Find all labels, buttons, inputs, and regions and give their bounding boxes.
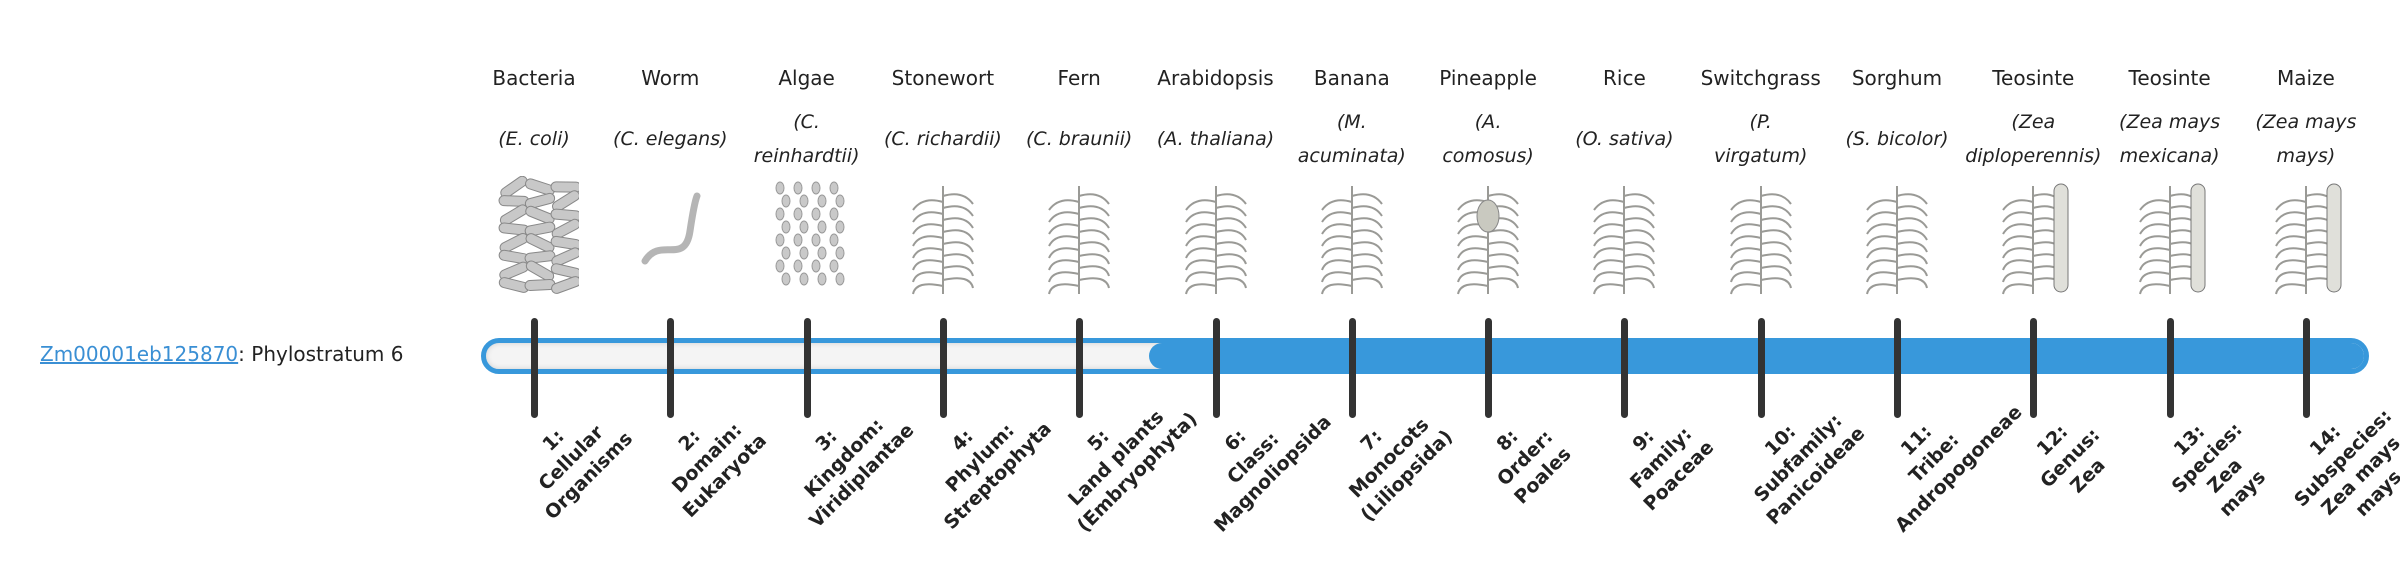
organism-name: Stonewort	[891, 66, 995, 90]
species-name: (E. coli)	[466, 104, 602, 174]
species-line: diploperennis)	[1965, 145, 2102, 167]
species-line: (Zea mays	[2119, 111, 2221, 133]
species-line: (Zea	[2011, 111, 2056, 133]
organism-name: Pineapple	[1439, 66, 1537, 90]
bacteria-illustration	[489, 175, 582, 296]
teosinte-illustration	[2125, 176, 2215, 296]
species-name: (A. comosus)	[1420, 104, 1556, 174]
organism-name: Algae	[778, 66, 835, 90]
species-line: (S. bicolor)	[1845, 128, 1949, 150]
stratum-label: 12: Genus: Zea	[1991, 379, 2150, 538]
stratum-label: 10: Subfamily: Panicoideae	[1719, 379, 1878, 538]
sorghum-illustration	[1852, 176, 1942, 296]
species-name: (Zea mays mays)	[2238, 104, 2374, 174]
organism-name: Switchgrass	[1700, 66, 1821, 90]
species-name: (Zea mays mexicana)	[2102, 104, 2238, 174]
organism-name: Maize	[2276, 66, 2335, 90]
organism-name: Rice	[1603, 66, 1646, 90]
gene-separator: :	[238, 342, 245, 366]
banana-illustration	[1307, 176, 1397, 296]
fern-illustration	[1034, 176, 1124, 296]
stratum-label: 6: Class: Magnoliopsida	[1173, 379, 1336, 538]
stratum-label: 8: Order: Poales	[1446, 379, 1605, 538]
stratum-tick	[1348, 318, 1356, 418]
species-name: (S. bicolor)	[1829, 104, 1965, 174]
stratum-label: 7: Monocots (Liliopsida)	[1310, 379, 1469, 538]
maize-illustration	[2261, 176, 2351, 296]
stratum-tick	[1757, 318, 1765, 418]
organism-name: Banana	[1313, 66, 1390, 90]
stratum-label: 3: Kingdom: Viridiplantae	[765, 379, 924, 538]
species-line: (C. braunii)	[1026, 128, 1133, 150]
arabidopsis-illustration	[1171, 176, 1261, 296]
species-name: (M. acuminata)	[1284, 104, 1420, 174]
phylostratum-text: Phylostratum 6	[244, 342, 404, 366]
stratum-label: 1: Cellular Organisms	[492, 379, 651, 538]
species-name: (O. sativa)	[1556, 104, 1692, 174]
stratum-tick	[803, 318, 811, 418]
species-line: (M.	[1336, 111, 1367, 133]
stratum-tick	[939, 318, 947, 418]
stratum-tick	[2302, 318, 2310, 418]
species-line: mays)	[2276, 145, 2336, 167]
rice-illustration	[1579, 176, 1669, 296]
species-line: virgatum)	[1713, 145, 1808, 167]
stratum-tick	[531, 318, 538, 418]
species-name: (A. thaliana)	[1148, 104, 1284, 174]
stratum-tick	[1076, 318, 1084, 418]
species-line: acuminata)	[1297, 145, 1406, 167]
stratum-label: 2: Domain: Eukaryota	[628, 379, 787, 538]
species-line: (C. richardii)	[883, 128, 1002, 150]
teosinte-illustration	[1988, 176, 2078, 296]
species-line: (C.	[793, 111, 820, 133]
algae-illustration	[762, 176, 852, 296]
pineapple-illustration	[1443, 176, 1533, 296]
gene-phylostratum-row: Zm00001eb125870: Phylostratum 6	[40, 342, 403, 366]
stratum-tick	[2166, 318, 2174, 418]
stratum-label: 5: Land plants (Embryophyta)	[1037, 379, 1202, 538]
stratum-label: 4: Phylum: Streptophyta	[901, 379, 1060, 538]
species-name: (C. braunii)	[1011, 104, 1147, 174]
phylostratum-bar-fill	[1149, 343, 2364, 369]
stonewort-illustration	[898, 176, 988, 296]
organism-name: Teosinte	[2128, 66, 2211, 90]
phylostratum-bar	[481, 338, 2369, 374]
organism-name: Teosinte	[1992, 66, 2075, 90]
species-name: (C. elegans)	[602, 104, 738, 174]
worm-illustration	[625, 176, 715, 296]
stratum-tick	[1621, 318, 1629, 418]
stratum-label: 13: Species: Zea mays	[2128, 379, 2305, 556]
stratum-tick	[667, 318, 675, 418]
species-line: (C. elegans)	[613, 128, 728, 150]
organism-name: Arabidopsis	[1157, 66, 1274, 90]
stratum-tick	[1485, 318, 1493, 418]
stratum-label: 14: Subspecies: Zea mays mays	[2264, 379, 2400, 556]
stratum-tick	[1212, 318, 1220, 418]
species-line: (E. coli)	[498, 128, 570, 150]
switchgrass-illustration	[1716, 176, 1806, 296]
species-line: (Zea mays	[2255, 111, 2357, 133]
species-line: (O. sativa)	[1575, 128, 1674, 150]
organism-name: Fern	[1057, 66, 1101, 90]
stratum-label: 11: Tribe: Andropogoneae	[1855, 379, 2027, 538]
species-name: (Zea diploperennis)	[1965, 104, 2101, 174]
species-line: (A.	[1474, 111, 1502, 133]
species-line: comosus)	[1442, 145, 1534, 167]
species-line: mexicana)	[2119, 145, 2220, 167]
stratum-label: 9: Family: Poaceae	[1582, 379, 1741, 538]
organism-name: Bacteria	[492, 66, 576, 90]
stratum-tick	[1894, 318, 1901, 418]
species-line: (A. thaliana)	[1156, 128, 1275, 150]
species-name: (P. virgatum)	[1693, 104, 1829, 174]
species-line: (P.	[1749, 111, 1772, 133]
species-line: reinhardtii)	[753, 145, 860, 167]
organism-name: Worm	[641, 66, 700, 90]
gene-id-link[interactable]: Zm00001eb125870	[40, 342, 239, 366]
organism-name: Sorghum	[1851, 66, 1943, 90]
species-name: (C. richardii)	[875, 104, 1011, 174]
stratum-tick	[2030, 318, 2038, 418]
species-name: (C. reinhardtii)	[739, 104, 875, 174]
